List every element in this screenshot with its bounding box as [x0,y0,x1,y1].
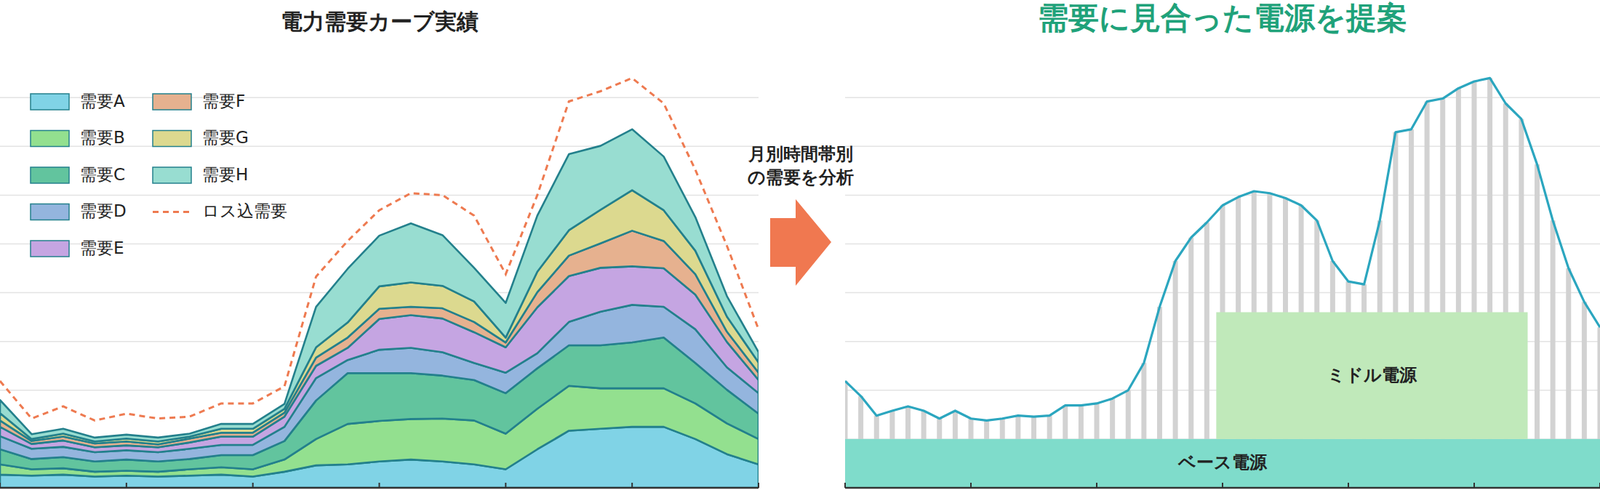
legend-label: 需要C [80,165,126,184]
legend-swatch [152,210,192,214]
plot-area [0,77,759,488]
legend-swatch [30,204,70,221]
x-tick [1473,482,1475,488]
legend-label: 需要A [80,91,126,111]
legend-label: 需要H [202,165,248,184]
x-tick [1096,482,1098,488]
area [0,129,759,442]
band-label: ベース電源 [1177,452,1268,473]
legend-label: 需要F [202,91,246,111]
arrow-label: 月別時間帯別 [747,144,854,165]
grid-line [845,146,1600,148]
legend-label: 需要B [80,128,126,147]
legend-swatch [152,130,192,147]
area [0,190,759,446]
x-tick [1347,482,1350,488]
x-tick [631,482,633,488]
x-tick [757,482,760,488]
legend-label: 需要E [80,238,125,258]
arrow-label: の需要を分析 [747,167,854,188]
supply-band [1216,312,1528,439]
x-tick [504,482,507,488]
plot-area [845,77,1600,488]
legend-label: 需要G [202,128,249,147]
grid-line [845,194,1600,197]
legend-label: ロス込需要 [202,201,288,221]
legend-label: 需要D [80,201,127,221]
x-tick [844,482,846,488]
legend-swatch [30,167,70,184]
x-tick [970,482,972,488]
x-tick [378,482,381,488]
line [0,77,759,421]
legend-swatch [30,93,70,110]
grid-line [845,96,1600,99]
x-tick [125,482,128,488]
x-tick [0,482,1,488]
legend-swatch [152,93,192,110]
title: 電力需要カーブ実績 [280,8,479,35]
x-tick [1599,482,1600,488]
legend-swatch [30,240,70,257]
supply-band [845,439,1600,488]
title: 需要に見合った電源を提案 [1037,0,1408,36]
band-label: ミドル電源 [1327,365,1418,386]
x-tick [1221,482,1224,488]
legend-swatch [30,130,70,147]
arrow [770,199,832,286]
legend-swatch [152,167,192,184]
line [845,77,1600,421]
canvas: 電力需要カーブ実績需要A 需要B 需要C 需要D 需要E 需要F 需要G 需要H ロス込需要ベー… [0,0,1600,490]
x-tick [252,482,254,488]
